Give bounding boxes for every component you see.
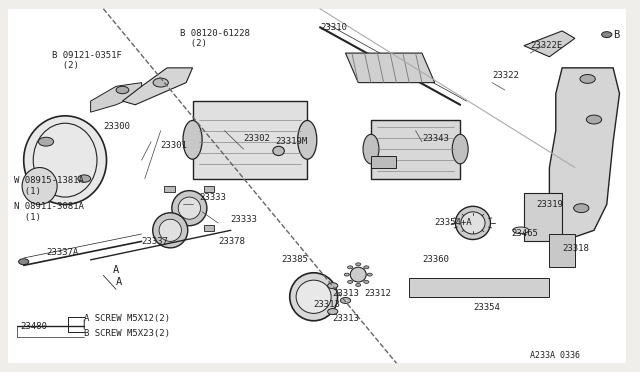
Circle shape [367,273,372,276]
Polygon shape [122,68,193,105]
Ellipse shape [452,134,468,164]
Polygon shape [524,31,575,57]
Circle shape [340,298,351,304]
Text: 23333: 23333 [231,215,258,224]
Text: A233A 0336: A233A 0336 [531,351,580,360]
Ellipse shape [363,134,379,164]
Bar [204,186,214,192]
Text: 23301: 23301 [161,141,188,150]
Text: 23313: 23313 [314,300,340,309]
Text: 23319: 23319 [537,200,564,209]
Circle shape [348,266,353,269]
Ellipse shape [22,167,57,205]
Circle shape [348,280,353,283]
Ellipse shape [298,121,317,159]
Ellipse shape [350,267,366,282]
Circle shape [580,74,595,83]
Ellipse shape [513,227,529,234]
Text: A SCREW M5X12(2): A SCREW M5X12(2) [84,314,170,323]
Text: 23354: 23354 [473,303,500,312]
Bar [371,157,396,167]
Ellipse shape [153,213,188,248]
Text: A: A [113,265,119,275]
Text: 23322: 23322 [492,71,519,80]
Ellipse shape [24,116,106,205]
Text: 23318: 23318 [562,244,589,253]
Bar [524,193,562,241]
Bar [164,225,175,231]
Ellipse shape [273,146,284,155]
Ellipse shape [456,206,490,240]
Circle shape [38,137,54,146]
Text: 23343: 23343 [422,134,449,142]
Ellipse shape [178,197,200,219]
Ellipse shape [172,190,207,226]
Text: 23312: 23312 [365,289,392,298]
Circle shape [356,263,361,266]
Text: 23319M: 23319M [275,137,308,146]
Circle shape [19,259,29,264]
Text: B: B [613,30,620,40]
Polygon shape [549,68,620,241]
Circle shape [344,273,349,276]
Text: 23385: 23385 [282,255,308,264]
Ellipse shape [159,219,181,241]
Ellipse shape [461,212,485,234]
Polygon shape [409,278,549,297]
Text: 23300: 23300 [103,122,130,131]
Text: B 09121-0351F
  (2): B 09121-0351F (2) [52,51,122,70]
Polygon shape [371,119,460,179]
Text: 23310: 23310 [320,23,347,32]
Circle shape [328,283,338,289]
Polygon shape [91,83,141,112]
Text: 23360: 23360 [422,255,449,264]
Bar [204,225,214,231]
Text: 23378: 23378 [218,237,245,246]
Text: B 08120-61228
  (2): B 08120-61228 (2) [180,29,250,48]
Circle shape [364,280,369,283]
Polygon shape [346,53,435,83]
Text: B SCREW M5X23(2): B SCREW M5X23(2) [84,329,170,338]
Text: 23480: 23480 [20,322,47,331]
Text: W 08915-1381A
  (1): W 08915-1381A (1) [14,176,84,196]
Circle shape [78,175,91,182]
Text: A: A [116,277,122,287]
Text: 23337A: 23337A [46,248,78,257]
Bar [549,234,575,267]
Circle shape [586,115,602,124]
Circle shape [116,86,129,94]
Text: N 08911-3081A
  (1): N 08911-3081A (1) [14,202,84,222]
Text: 23313: 23313 [333,314,360,323]
Text: 23302: 23302 [244,134,271,142]
Circle shape [573,204,589,212]
Text: 23354+A: 23354+A [435,218,472,227]
Ellipse shape [296,280,331,313]
Text: 23337: 23337 [141,237,168,246]
Circle shape [153,78,168,87]
Bar [164,186,175,192]
Ellipse shape [290,273,337,321]
Text: 23465: 23465 [511,230,538,238]
Text: 23313: 23313 [333,289,360,298]
Circle shape [602,32,612,38]
Circle shape [328,309,338,314]
Text: 23333: 23333 [199,193,226,202]
Text: 23322E: 23322E [531,41,563,50]
Circle shape [364,266,369,269]
Polygon shape [193,101,307,179]
Ellipse shape [183,121,202,159]
Circle shape [356,283,361,286]
